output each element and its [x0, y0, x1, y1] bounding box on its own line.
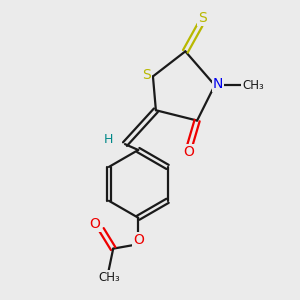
- Text: S: S: [142, 68, 151, 82]
- Text: CH₃: CH₃: [242, 79, 264, 92]
- Text: O: O: [134, 233, 144, 247]
- Text: O: O: [89, 217, 100, 231]
- Text: N: N: [213, 77, 224, 91]
- Text: CH₃: CH₃: [98, 271, 120, 284]
- Text: S: S: [198, 11, 207, 26]
- Text: H: H: [104, 133, 113, 146]
- Text: O: O: [183, 145, 194, 159]
